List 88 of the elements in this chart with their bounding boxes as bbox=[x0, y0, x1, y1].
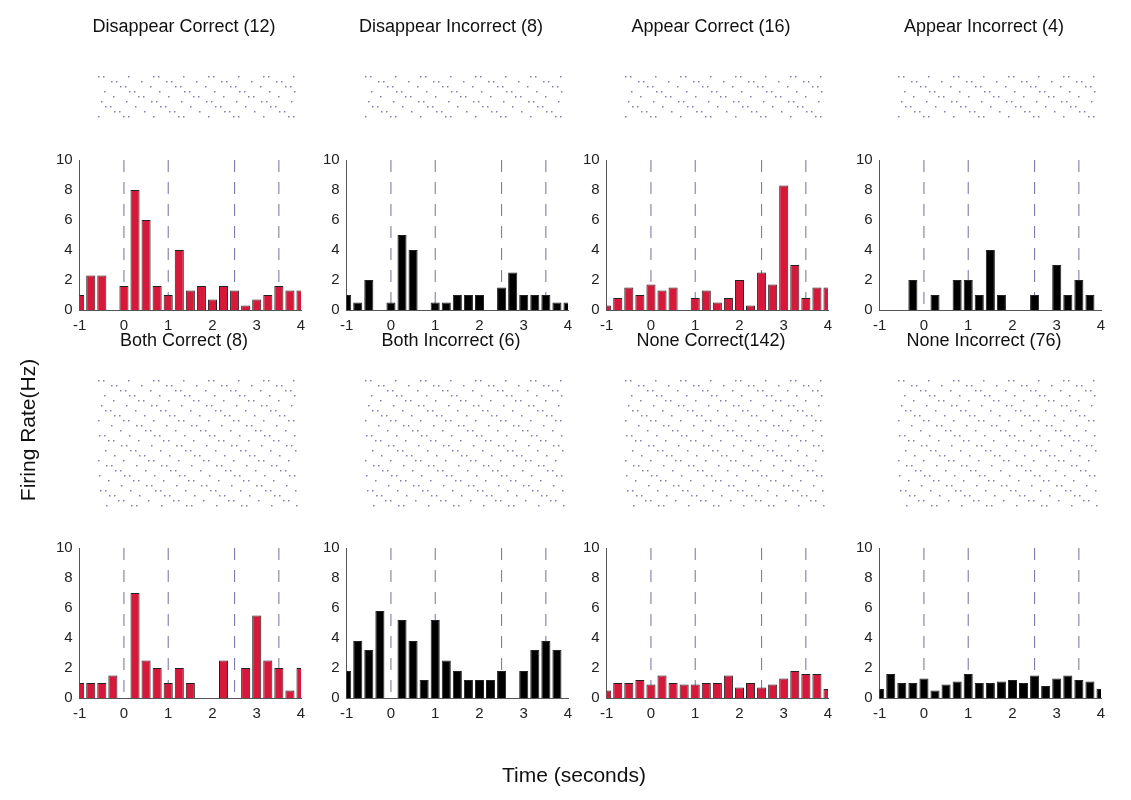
x-tick-label: 0 bbox=[646, 704, 656, 722]
x-tick-label: 4 bbox=[1096, 704, 1106, 722]
y-tick-label: 0 bbox=[64, 688, 73, 706]
y-tick-label: 8 bbox=[331, 180, 340, 198]
x-tick-label: -1 bbox=[873, 316, 887, 334]
y-tick-label: 6 bbox=[864, 210, 873, 228]
y-tick-label: 2 bbox=[64, 658, 73, 676]
x-tick-label: 2 bbox=[475, 704, 484, 722]
x-tick-label: -1 bbox=[340, 316, 354, 334]
chart-title: Disappear Incorrect (8) bbox=[357, 16, 545, 37]
x-tick-label: 3 bbox=[252, 316, 261, 334]
y-tick-label: 2 bbox=[64, 270, 73, 288]
x-tick-label: 4 bbox=[563, 316, 573, 334]
x-tick-label: 4 bbox=[296, 704, 306, 722]
x-tick-label: 4 bbox=[296, 316, 306, 334]
y-tick-label: 6 bbox=[591, 210, 600, 228]
x-tick-label: -1 bbox=[73, 704, 87, 722]
x-tick-label: 1 bbox=[431, 704, 440, 722]
x-tick-label: 2 bbox=[208, 704, 217, 722]
x-tick-label: 3 bbox=[519, 316, 528, 334]
x-axis-title: Time (seconds) bbox=[501, 763, 647, 787]
y-tick-label: 8 bbox=[591, 568, 600, 586]
x-tick-label: -1 bbox=[873, 704, 887, 722]
y-tick-label: 8 bbox=[64, 568, 73, 586]
y-tick-label: 8 bbox=[64, 180, 73, 198]
x-tick-label: 4 bbox=[823, 316, 833, 334]
x-tick-label: 2 bbox=[735, 704, 744, 722]
y-tick-label: 10 bbox=[583, 150, 600, 168]
y-tick-label: 0 bbox=[591, 300, 600, 318]
x-tick-label: 1 bbox=[691, 704, 700, 722]
x-tick-label: -1 bbox=[600, 704, 614, 722]
y-tick-label: 8 bbox=[864, 568, 873, 586]
y-tick-label: 10 bbox=[323, 538, 340, 556]
y-tick-label: 6 bbox=[331, 210, 340, 228]
x-tick-label: 4 bbox=[1096, 316, 1106, 334]
y-tick-label: 8 bbox=[331, 568, 340, 586]
y-tick-label: 4 bbox=[331, 628, 340, 646]
y-tick-label: 4 bbox=[64, 628, 73, 646]
y-tick-label: 10 bbox=[856, 538, 873, 556]
y-tick-label: 4 bbox=[864, 628, 873, 646]
y-tick-label: 2 bbox=[331, 270, 340, 288]
y-tick-label: 10 bbox=[583, 538, 600, 556]
chart-title: Appear Incorrect (4) bbox=[902, 16, 1066, 37]
x-tick-label: -1 bbox=[73, 316, 87, 334]
y-tick-label: 4 bbox=[331, 240, 340, 258]
x-tick-label: 3 bbox=[252, 704, 261, 722]
x-tick-label: 1 bbox=[964, 704, 973, 722]
y-tick-label: 2 bbox=[591, 658, 600, 676]
y-tick-label: 2 bbox=[864, 270, 873, 288]
y-tick-label: 4 bbox=[64, 240, 73, 258]
chart-title: Appear Correct (16) bbox=[630, 16, 792, 37]
y-tick-label: 2 bbox=[864, 658, 873, 676]
y-tick-label: 4 bbox=[591, 628, 600, 646]
x-tick-label: 4 bbox=[563, 704, 573, 722]
x-tick-label: -1 bbox=[600, 316, 614, 334]
x-tick-label: -1 bbox=[340, 704, 354, 722]
y-tick-label: 10 bbox=[56, 150, 73, 168]
y-tick-label: 8 bbox=[864, 180, 873, 198]
x-tick-label: 2 bbox=[1008, 704, 1017, 722]
y-tick-label: 4 bbox=[591, 240, 600, 258]
x-tick-label: 3 bbox=[779, 704, 788, 722]
y-tick-label: 6 bbox=[591, 598, 600, 616]
y-tick-label: 8 bbox=[591, 180, 600, 198]
y-tick-label: 2 bbox=[331, 658, 340, 676]
x-tick-label: 3 bbox=[519, 704, 528, 722]
y-tick-label: 0 bbox=[331, 688, 340, 706]
y-tick-label: 10 bbox=[856, 150, 873, 168]
y-tick-label: 0 bbox=[331, 300, 340, 318]
y-tick-label: 4 bbox=[864, 240, 873, 258]
x-tick-label: 1 bbox=[164, 704, 173, 722]
x-tick-label: 0 bbox=[386, 704, 396, 722]
y-tick-label: 10 bbox=[56, 538, 73, 556]
chart-title: Disappear Correct (12) bbox=[91, 16, 277, 37]
y-tick-label: 10 bbox=[323, 150, 340, 168]
x-tick-label: 3 bbox=[1052, 704, 1061, 722]
y-tick-label: 6 bbox=[64, 210, 73, 228]
y-tick-label: 0 bbox=[864, 688, 873, 706]
y-axis-title: Firing Rate(Hz) bbox=[16, 357, 40, 504]
x-tick-label: 0 bbox=[119, 704, 129, 722]
y-tick-label: 6 bbox=[331, 598, 340, 616]
x-tick-label: 4 bbox=[823, 704, 833, 722]
y-tick-label: 0 bbox=[64, 300, 73, 318]
y-tick-label: 0 bbox=[864, 300, 873, 318]
y-tick-label: 0 bbox=[591, 688, 600, 706]
y-tick-label: 6 bbox=[864, 598, 873, 616]
y-tick-label: 2 bbox=[591, 270, 600, 288]
x-tick-label: 0 bbox=[919, 704, 929, 722]
y-tick-label: 6 bbox=[64, 598, 73, 616]
